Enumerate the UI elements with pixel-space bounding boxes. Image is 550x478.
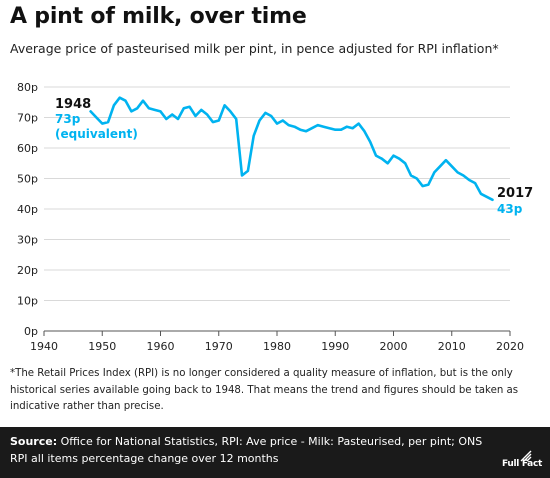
- x-tick-label: 2020: [496, 340, 524, 353]
- annotation-end-value: 43p: [497, 202, 523, 216]
- chart-title: A pint of milk, over time: [10, 4, 307, 29]
- x-tick-label: 1950: [88, 340, 116, 353]
- annotation-start-year: 1948: [55, 97, 91, 112]
- y-tick-label: 40p: [17, 203, 38, 216]
- y-tick-label: 10p: [17, 295, 38, 308]
- annotation-start-value: 73p: [55, 112, 81, 126]
- brand-name: Full Fact: [501, 459, 542, 469]
- x-tick-label: 1980: [263, 340, 291, 353]
- annotation-start-note: (equivalent): [55, 127, 138, 141]
- source-bar: Source: Office for National Statistics, …: [0, 427, 550, 478]
- x-tick-label: 1960: [147, 340, 175, 353]
- y-tick-label: 0p: [24, 325, 38, 338]
- source-text: Source: Office for National Statistics, …: [10, 433, 490, 467]
- x-tick-label: 1990: [321, 340, 349, 353]
- y-tick-label: 60p: [17, 142, 38, 155]
- x-tick-label: 1940: [30, 340, 58, 353]
- y-tick-label: 80p: [17, 81, 38, 94]
- source-label: Source:: [10, 435, 58, 448]
- footnote: *The Retail Prices Index (RPI) is no lon…: [10, 368, 519, 412]
- y-tick-label: 50p: [17, 173, 38, 186]
- line-chart: 0p 10p 20p 30p 40p 50p 60p 70p 80p 1940 1950 1960 19…: [17, 81, 533, 353]
- y-tick-label: 30p: [17, 234, 38, 247]
- full-fact-logo-icon: [520, 450, 532, 462]
- annotation-end-year: 2017: [497, 186, 533, 201]
- x-tick-label: 2000: [380, 340, 408, 353]
- series-line: [89, 96, 494, 202]
- x-tick-label: 1970: [205, 340, 233, 353]
- y-tick-label: 70p: [17, 112, 38, 125]
- source-body: Office for National Statistics, RPI: Ave…: [10, 435, 483, 465]
- x-tick-label: 2010: [438, 340, 466, 353]
- chart-subtitle: Average price of pasteurised milk per pi…: [10, 41, 499, 56]
- y-tick-label: 20p: [17, 264, 38, 277]
